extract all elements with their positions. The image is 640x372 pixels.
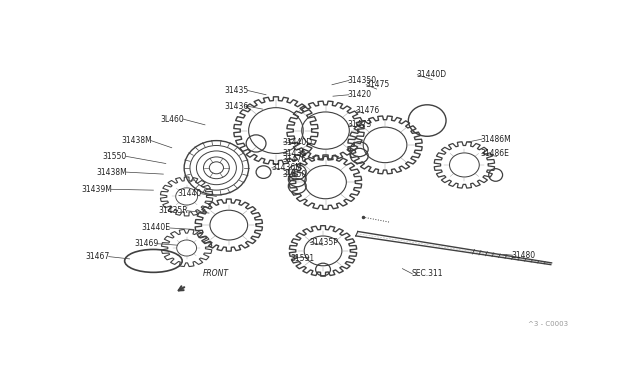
Text: 31420: 31420 xyxy=(348,90,372,99)
Text: ^3 - C0003: ^3 - C0003 xyxy=(529,321,568,327)
Text: 31467: 31467 xyxy=(86,252,110,261)
Text: 31475: 31475 xyxy=(365,80,390,89)
Text: 31450: 31450 xyxy=(282,170,307,179)
Text: 31440D: 31440D xyxy=(416,70,447,79)
Text: 31476: 31476 xyxy=(282,155,307,164)
Text: FRONT: FRONT xyxy=(203,269,229,278)
Text: 31435R: 31435R xyxy=(159,206,188,215)
Text: 31486M: 31486M xyxy=(481,135,511,144)
Text: 314350: 314350 xyxy=(348,76,377,85)
Text: 31480: 31480 xyxy=(511,251,536,260)
Text: 31550: 31550 xyxy=(103,152,127,161)
Text: 31476: 31476 xyxy=(355,106,380,115)
Text: 31435: 31435 xyxy=(225,86,249,95)
Text: 31440E: 31440E xyxy=(141,224,170,232)
Text: 31591: 31591 xyxy=(291,254,315,263)
Text: SEC.311: SEC.311 xyxy=(412,269,443,278)
Text: 31440D: 31440D xyxy=(282,138,312,147)
Text: 31438M: 31438M xyxy=(121,136,152,145)
Text: 31435: 31435 xyxy=(282,149,307,158)
Text: 31436: 31436 xyxy=(225,102,249,111)
Text: 31469: 31469 xyxy=(134,239,158,248)
Text: 31438M: 31438M xyxy=(97,168,127,177)
Text: 31439M: 31439M xyxy=(81,185,112,194)
Text: 31436M: 31436M xyxy=(271,163,302,172)
Text: 31473: 31473 xyxy=(348,121,372,129)
Text: 31440: 31440 xyxy=(177,189,202,198)
Text: 3L460: 3L460 xyxy=(161,115,184,124)
Text: 31435P: 31435P xyxy=(309,238,338,247)
Text: 31486E: 31486E xyxy=(481,149,509,158)
